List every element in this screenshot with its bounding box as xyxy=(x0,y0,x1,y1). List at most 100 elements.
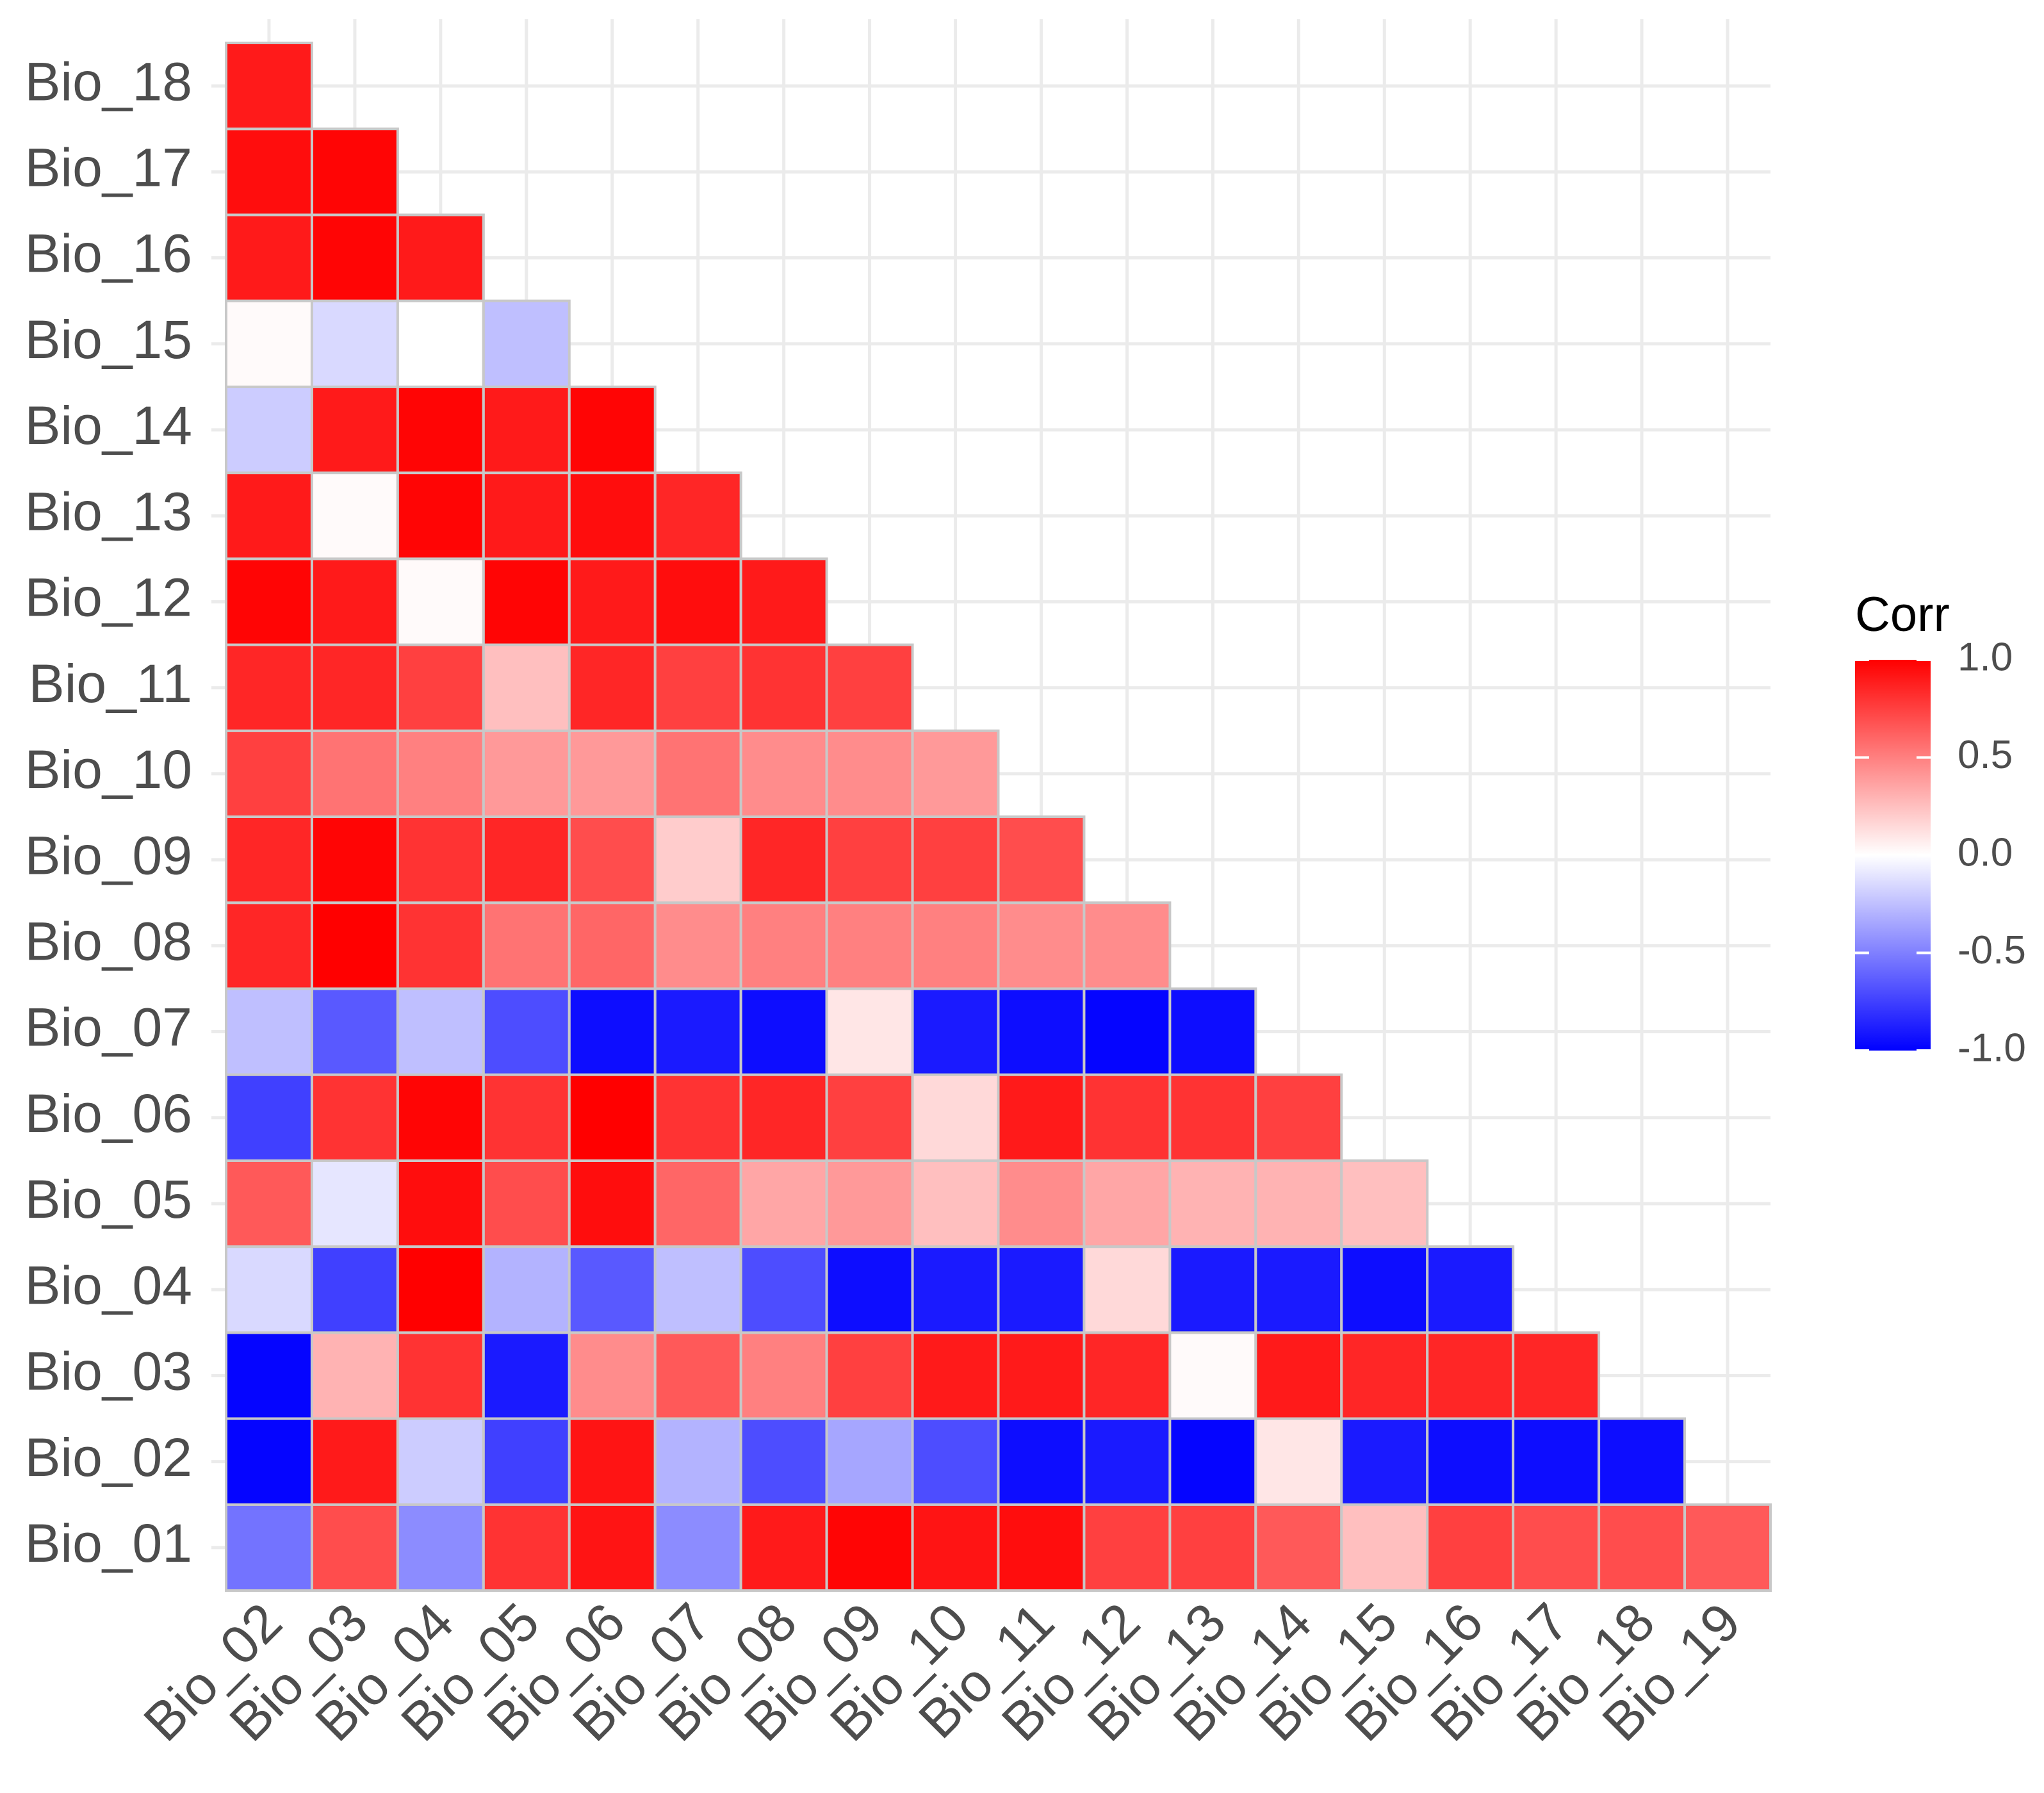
heatmap-cell-bio_08-bio_02 xyxy=(225,901,313,990)
heatmap-cell-bio_04-bio_03 xyxy=(310,1245,399,1334)
heatmap-cell-bio_17-bio_03 xyxy=(310,127,399,217)
heatmap-cell-bio_05-bio_06 xyxy=(568,1159,657,1249)
heatmap-cell-bio_09-bio_04 xyxy=(396,815,485,905)
heatmap-cell-bio_03-bio_02 xyxy=(225,1331,313,1420)
heatmap-cell-bio_01-bio_06 xyxy=(568,1503,657,1592)
heatmap-cell-bio_07-bio_09 xyxy=(825,987,914,1076)
heatmap-cell-bio_02-bio_17 xyxy=(1512,1417,1601,1506)
heatmap-cell-bio_11-bio_04 xyxy=(396,643,485,732)
heatmap-cell-bio_08-bio_03 xyxy=(310,901,399,990)
heatmap-cell-bio_02-bio_05 xyxy=(482,1417,571,1506)
heatmap-cell-bio_06-bio_12 xyxy=(1083,1073,1172,1162)
heatmap-cell-bio_05-bio_09 xyxy=(825,1159,914,1249)
heatmap-cell-bio_02-bio_06 xyxy=(568,1417,657,1506)
heatmap-cell-bio_02-bio_10 xyxy=(911,1417,1000,1506)
heatmap-cell-bio_16-bio_04 xyxy=(396,213,485,302)
heatmap-cell-bio_09-bio_11 xyxy=(997,815,1086,905)
heatmap-cell-bio_03-bio_16 xyxy=(1426,1331,1515,1420)
heatmap-cell-bio_03-bio_08 xyxy=(739,1331,828,1420)
heatmap-cell-bio_04-bio_04 xyxy=(396,1245,485,1334)
heatmap-cell-bio_03-bio_11 xyxy=(997,1331,1086,1420)
heatmap-cell-bio_12-bio_03 xyxy=(310,557,399,646)
heatmap-cell-bio_06-bio_06 xyxy=(568,1073,657,1162)
y-tick-label: Bio_08 xyxy=(24,912,192,972)
heatmap-cell-bio_05-bio_04 xyxy=(396,1159,485,1249)
heatmap-cell-bio_10-bio_09 xyxy=(825,729,914,819)
heatmap-cell-bio_13-bio_03 xyxy=(310,471,399,561)
heatmap-cell-bio_11-bio_07 xyxy=(653,643,742,732)
heatmap-cell-bio_01-bio_10 xyxy=(911,1503,1000,1592)
legend-ticks: 1.0 0.5 0.0 -0.5 -1.0 xyxy=(1855,635,2026,1070)
heatmap-cell-bio_09-bio_08 xyxy=(739,815,828,905)
heatmap-cell-bio_02-bio_18 xyxy=(1598,1417,1687,1506)
y-tick-label: Bio_16 xyxy=(24,224,192,284)
heatmap-cell-bio_08-bio_07 xyxy=(653,901,742,990)
heatmap-cell-bio_01-bio_14 xyxy=(1254,1503,1343,1592)
heatmap-cell-bio_05-bio_13 xyxy=(1168,1159,1257,1249)
legend-tick-label: 1.0 xyxy=(1958,635,2013,679)
y-tick-label: Bio_13 xyxy=(24,481,192,541)
y-tick-label: Bio_06 xyxy=(24,1083,192,1143)
heatmap-cell-bio_13-bio_07 xyxy=(653,471,742,561)
heatmap-cell-bio_02-bio_09 xyxy=(825,1417,914,1506)
heatmap-cell-bio_02-bio_03 xyxy=(310,1417,399,1506)
heatmap-cell-bio_02-bio_13 xyxy=(1168,1417,1257,1506)
heatmap-cell-bio_08-bio_04 xyxy=(396,901,485,990)
heatmap-cell-bio_14-bio_02 xyxy=(225,385,313,475)
heatmap-cell-bio_15-bio_04 xyxy=(396,299,485,388)
heatmap-cell-bio_03-bio_14 xyxy=(1254,1331,1343,1420)
y-tick-label: Bio_04 xyxy=(24,1255,192,1315)
heatmap-cell-bio_09-bio_07 xyxy=(653,815,742,905)
heatmap-cell-bio_02-bio_11 xyxy=(997,1417,1086,1506)
heatmap-cell-bio_02-bio_16 xyxy=(1426,1417,1515,1506)
heatmap-cell-bio_04-bio_14 xyxy=(1254,1245,1343,1334)
heatmap-cell-bio_06-bio_08 xyxy=(739,1073,828,1162)
heatmap-cell-bio_10-bio_07 xyxy=(653,729,742,819)
heatmap-cell-bio_09-bio_09 xyxy=(825,815,914,905)
heatmap-cell-bio_08-bio_09 xyxy=(825,901,914,990)
heatmap-cell-bio_04-bio_09 xyxy=(825,1245,914,1334)
heatmap-cell-bio_15-bio_02 xyxy=(225,299,313,388)
heatmap-cell-bio_01-bio_09 xyxy=(825,1503,914,1592)
heatmap-cell-bio_04-bio_02 xyxy=(225,1245,313,1334)
heatmap-cell-bio_10-bio_02 xyxy=(225,729,313,819)
heatmap-cell-bio_07-bio_06 xyxy=(568,987,657,1076)
heatmap-cell-bio_13-bio_02 xyxy=(225,471,313,561)
y-tick-label: Bio_10 xyxy=(24,739,192,799)
heatmap-cell-bio_06-bio_09 xyxy=(825,1073,914,1162)
heatmap-cell-bio_06-bio_10 xyxy=(911,1073,1000,1162)
heatmap-cell-bio_12-bio_07 xyxy=(653,557,742,646)
heatmap-cell-bio_03-bio_04 xyxy=(396,1331,485,1420)
heatmap-cell-bio_06-bio_07 xyxy=(653,1073,742,1162)
heatmap-cell-bio_08-bio_08 xyxy=(739,901,828,990)
heatmap-cell-bio_01-bio_05 xyxy=(482,1503,571,1592)
heatmap-cell-bio_07-bio_02 xyxy=(225,987,313,1076)
heatmap-cell-bio_01-bio_13 xyxy=(1168,1503,1257,1592)
legend-tick-label: -1.0 xyxy=(1958,1026,2026,1070)
heatmap-cell-bio_07-bio_04 xyxy=(396,987,485,1076)
heatmap-cell-bio_09-bio_03 xyxy=(310,815,399,905)
heatmap-cell-bio_07-bio_08 xyxy=(739,987,828,1076)
heatmap-cell-bio_05-bio_02 xyxy=(225,1159,313,1249)
heatmap-cell-bio_08-bio_11 xyxy=(997,901,1086,990)
heatmap-cell-bio_01-bio_12 xyxy=(1083,1503,1172,1592)
heatmap-cell-bio_06-bio_14 xyxy=(1254,1073,1343,1162)
heatmap-cell-bio_01-bio_16 xyxy=(1426,1503,1515,1592)
heatmap-cell-bio_01-bio_07 xyxy=(653,1503,742,1592)
y-tick-label: Bio_09 xyxy=(24,825,192,885)
heatmap-cell-bio_01-bio_19 xyxy=(1683,1503,1772,1592)
heatmap-cell-bio_07-bio_10 xyxy=(911,987,1000,1076)
y-tick-label: Bio_01 xyxy=(24,1513,192,1573)
heatmap-cell-bio_08-bio_10 xyxy=(911,901,1000,990)
heatmap-cell-bio_03-bio_07 xyxy=(653,1331,742,1420)
heatmap-cell-bio_18-bio_02 xyxy=(225,42,313,131)
heatmap-cell-bio_06-bio_03 xyxy=(310,1073,399,1162)
legend: Corr 1.0 0.5 0.0 -0.5 -1.0 xyxy=(1855,587,2026,1070)
heatmap-cell-bio_05-bio_05 xyxy=(482,1159,571,1249)
heatmap-cell-bio_10-bio_04 xyxy=(396,729,485,819)
heatmap-cell-bio_02-bio_07 xyxy=(653,1417,742,1506)
heatmap-cell-bio_04-bio_15 xyxy=(1340,1245,1429,1334)
heatmap-cell-bio_01-bio_03 xyxy=(310,1503,399,1592)
y-tick-label: Bio_05 xyxy=(24,1169,192,1229)
